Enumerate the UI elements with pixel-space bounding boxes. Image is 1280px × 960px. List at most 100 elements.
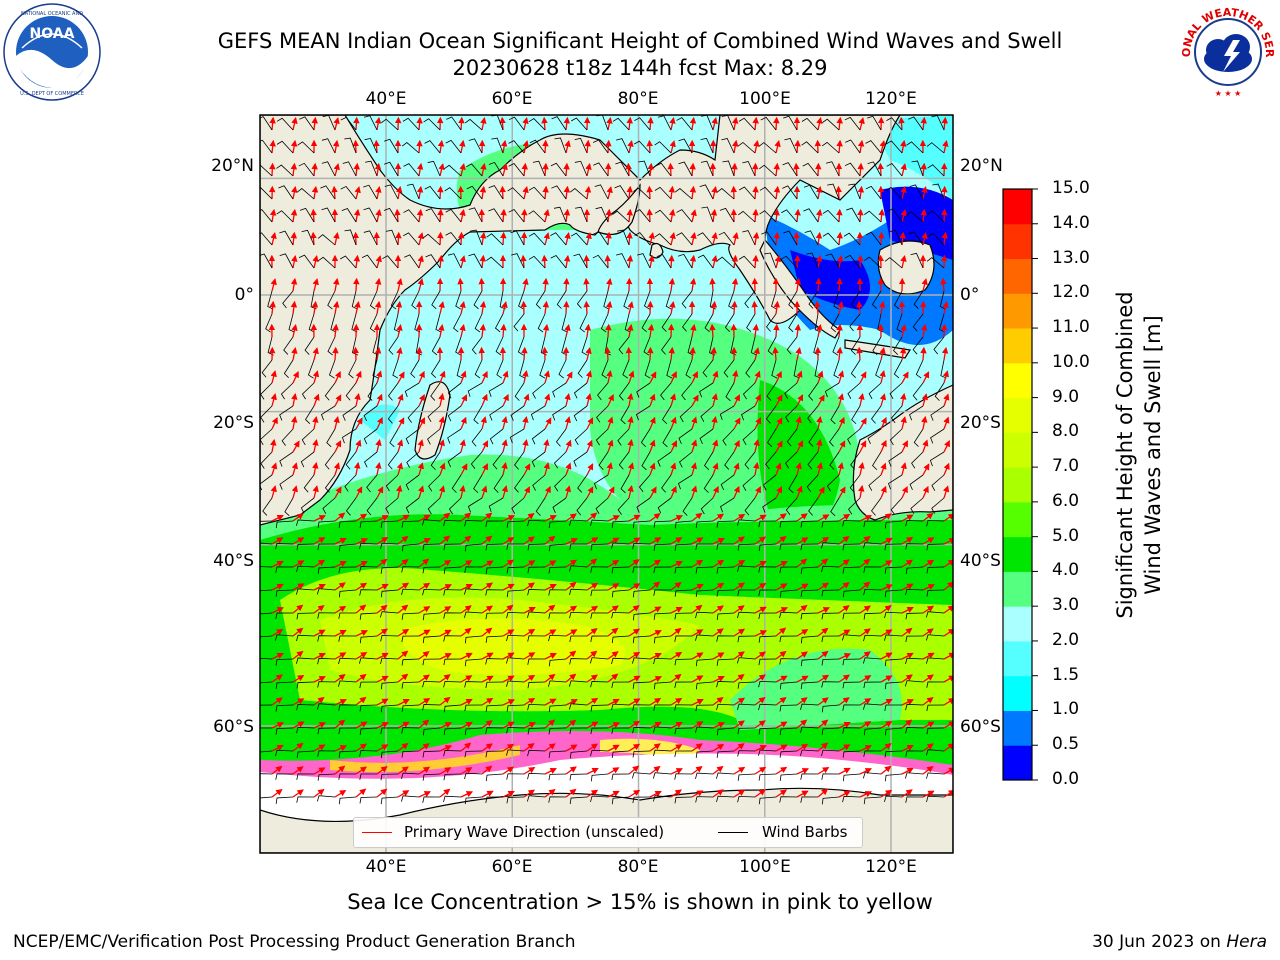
wind-barb [700, 160, 714, 177]
wind-barb [424, 185, 441, 200]
wind-barb [725, 382, 735, 402]
wave-direction-arrow [291, 462, 298, 476]
wind-barb [338, 635, 357, 642]
wave-direction-arrow [418, 370, 425, 384]
wave-direction-arrow [291, 346, 298, 361]
wind-barb [911, 160, 924, 177]
wave-direction-arrow [290, 231, 297, 246]
wind-barb [528, 255, 546, 269]
wind-barb [603, 290, 610, 310]
wave-direction-arrow [586, 463, 594, 476]
wave-direction-arrow [373, 139, 380, 154]
wave-direction-arrow [355, 630, 369, 637]
wind-barb [910, 497, 924, 514]
wave-direction-arrow [670, 561, 683, 568]
wind-barb [911, 451, 924, 469]
wind-barb [767, 428, 777, 448]
wind-barb [288, 313, 295, 333]
wave-direction-arrow [522, 186, 529, 200]
wind-barb [422, 543, 441, 551]
wave-direction-arrow [458, 231, 465, 246]
wind-barb [404, 382, 420, 398]
wave-direction-arrow [460, 512, 472, 522]
wave-direction-arrow [354, 300, 361, 315]
wave-direction-arrow [837, 301, 844, 315]
wave-direction-arrow [395, 231, 402, 246]
wave-direction-arrow [437, 208, 444, 223]
wind-barb [843, 232, 861, 246]
wind-barb [275, 543, 294, 550]
wave-direction-arrow [607, 515, 621, 522]
wind-barb [685, 359, 693, 379]
wave-direction-arrow [753, 139, 760, 154]
wind-barb [800, 589, 819, 597]
wind-barb [380, 520, 399, 528]
wave-direction-arrow [796, 513, 808, 522]
wind-barb [806, 474, 819, 492]
wave-direction-arrow [522, 117, 529, 131]
wave-direction-arrow [500, 139, 508, 154]
wave-direction-arrow [458, 116, 465, 131]
wind-barb [447, 451, 462, 468]
wave-direction-arrow [732, 369, 739, 384]
wave-direction-arrow [564, 416, 571, 430]
wave-direction-arrow [922, 512, 934, 522]
wind-barb [296, 588, 315, 595]
wave-direction-arrow [921, 186, 928, 200]
wind-barb [280, 382, 294, 400]
wave-direction-arrow [523, 536, 535, 545]
wind-barb [813, 336, 820, 356]
wind-barb [382, 255, 399, 269]
wave-direction-arrow [313, 393, 320, 407]
wind-barb [281, 428, 294, 446]
wave-direction-arrow [942, 301, 949, 315]
wind-barb [635, 405, 651, 421]
wave-direction-arrow [565, 559, 578, 568]
wind-barb [380, 542, 399, 550]
wave-direction-arrow [880, 485, 887, 499]
wind-barb [788, 290, 798, 310]
wind-barb [634, 209, 651, 223]
wind-barb [423, 118, 441, 131]
wind-barb [427, 405, 441, 423]
wind-barb [590, 589, 609, 597]
wind-barb [762, 474, 777, 491]
wave-direction-arrow [836, 139, 843, 154]
colorbar-swatch [1003, 328, 1032, 364]
wave-direction-arrow [753, 347, 760, 361]
wave-direction-arrow [816, 254, 823, 269]
colorbar-label-line2: Wind Waves and Swell [m] [1141, 315, 1165, 595]
wind-barb [674, 612, 693, 620]
colorbar-tick-label: 11.0 [1052, 317, 1090, 338]
wind-barb [260, 451, 273, 469]
wave-direction-arrow [355, 370, 362, 384]
chart-title: GEFS MEAN Indian Ocean Significant Heigh… [217, 29, 1063, 53]
wave-direction-arrow [669, 232, 676, 246]
wave-direction-arrow [481, 463, 488, 476]
colorbar-swatch [1003, 606, 1032, 642]
wave-direction-arrow [481, 582, 494, 591]
wave-direction-arrow [712, 370, 719, 384]
wave-direction-arrow [733, 605, 745, 614]
wave-direction-arrow [817, 394, 825, 407]
wave-direction-arrow [333, 277, 340, 292]
wave-direction-arrow [858, 117, 865, 131]
wind-barb [611, 611, 630, 619]
wave-direction-arrow [837, 393, 845, 407]
wind-barb [561, 313, 568, 333]
wave-direction-arrow [543, 370, 550, 384]
wind-barb [842, 543, 861, 551]
wind-barb [527, 519, 546, 527]
wave-direction-arrow [942, 139, 949, 154]
wave-direction-arrow [438, 323, 445, 338]
wave-direction-arrow [941, 231, 949, 246]
wind-barb [260, 139, 273, 154]
wind-barb [912, 313, 924, 332]
wave-direction-arrow [900, 209, 907, 223]
wind-barb [884, 543, 903, 551]
wave-direction-arrow [376, 583, 389, 591]
wind-barb [279, 405, 294, 421]
lon-tick-top-120e: 120°E [865, 89, 917, 109]
wind-barb [443, 589, 462, 596]
wind-barb [300, 497, 315, 514]
